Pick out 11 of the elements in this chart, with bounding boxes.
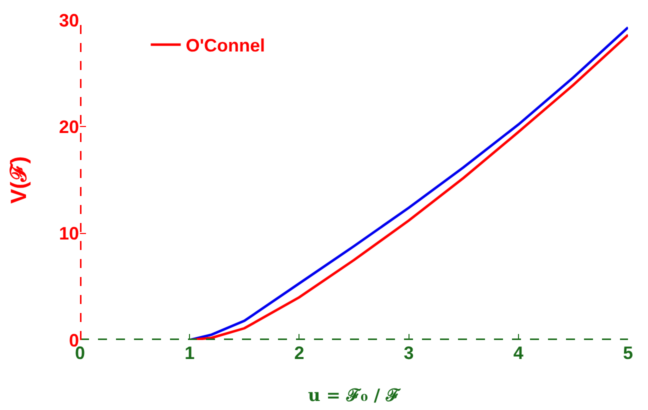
legend-label: O'Connel bbox=[186, 36, 266, 56]
x-tick-label: 4 bbox=[513, 343, 524, 363]
y-axis-title: V(ℱ) bbox=[6, 156, 31, 204]
x-tick-label: 2 bbox=[294, 343, 304, 363]
y-tick-label: 10 bbox=[58, 224, 79, 244]
x-tick-label: 1 bbox=[184, 343, 195, 363]
y-tick-label: 20 bbox=[58, 116, 79, 137]
x-tick-label: 5 bbox=[622, 343, 634, 363]
y-tick-label: 30 bbox=[58, 10, 79, 30]
x-tick-label: 3 bbox=[404, 343, 414, 363]
x-axis-title: u = ℱ₀ / ℱ bbox=[308, 386, 401, 406]
